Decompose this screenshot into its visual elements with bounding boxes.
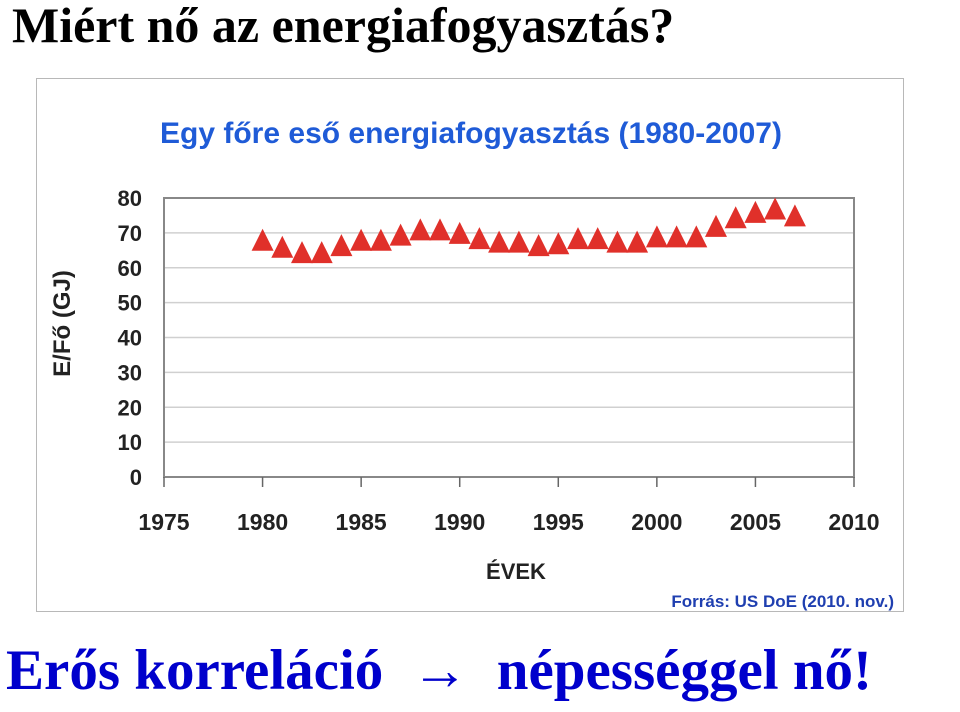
data-point-triangle — [783, 204, 806, 227]
conclusion-left: Erős korreláció — [6, 639, 384, 702]
y-tick-label: 80 — [118, 186, 142, 211]
data-point-triangle — [606, 230, 629, 253]
data-point-triangle — [488, 230, 511, 253]
data-point-triangle — [507, 230, 530, 253]
chart-frame: Egy főre eső energiafogyasztás (1980-200… — [36, 78, 904, 612]
data-point-triangle — [310, 241, 333, 264]
slide-title: Miért nő az energiafogyasztás? — [12, 0, 675, 53]
data-point-triangle — [645, 225, 668, 248]
y-tick-label: 0 — [130, 465, 142, 490]
source-note: Forrás: US DoE (2010. nov.) — [671, 592, 894, 611]
x-tick-label: 2000 — [631, 509, 682, 535]
data-point-triangle — [429, 218, 451, 241]
energy-chart: Egy főre eső energiafogyasztás (1980-200… — [49, 117, 894, 611]
y-tick-label: 50 — [118, 291, 142, 316]
data-point-triangle — [330, 234, 353, 257]
data-point-triangle — [626, 230, 649, 253]
data-point-triangle — [369, 228, 392, 251]
data-point-triangle — [705, 214, 727, 237]
data-point-triangle — [271, 235, 294, 258]
y-tick-label: 40 — [118, 326, 142, 351]
x-axis-label: ÉVEK — [486, 559, 546, 584]
data-point-triangle — [448, 221, 471, 244]
y-tick-label: 10 — [118, 430, 142, 455]
x-tick-label: 1975 — [138, 509, 189, 535]
data-point-triangle — [764, 197, 787, 220]
y-tick-label: 60 — [118, 256, 142, 281]
data-point-triangle — [724, 206, 747, 229]
x-tick-label: 2010 — [828, 509, 879, 535]
data-point-triangle — [527, 234, 550, 257]
x-tick-label: 1985 — [336, 509, 387, 535]
x-tick-label: 1995 — [533, 509, 584, 535]
y-tick-label: 20 — [118, 395, 142, 420]
data-point-triangle — [468, 227, 491, 250]
x-tick-label: 1980 — [237, 509, 288, 535]
data-point-triangle — [567, 227, 589, 250]
data-point-triangle — [389, 223, 412, 246]
plot-border — [163, 197, 855, 478]
data-point-triangle — [685, 225, 708, 248]
x-tick-label: 1990 — [434, 509, 485, 535]
data-point-triangle — [665, 225, 688, 248]
data-point-triangle — [586, 227, 609, 250]
data-point-triangle — [547, 232, 570, 255]
y-tick-label: 30 — [118, 360, 142, 385]
data-point-triangle — [744, 200, 767, 223]
x-tick-label: 2005 — [730, 509, 781, 535]
data-point-triangle — [251, 228, 274, 251]
data-point-triangle — [350, 228, 373, 251]
chart-title: Egy főre eső energiafogyasztás (1980-200… — [160, 117, 782, 150]
conclusion-text: Erős korreláció → népességgel nő! — [6, 639, 873, 703]
conclusion-right: népességgel nő! — [496, 639, 873, 702]
data-point-triangle — [409, 218, 432, 241]
arrow-icon: → — [411, 639, 469, 702]
data-point-triangle — [291, 241, 313, 264]
y-axis-label: E/Fő (GJ) — [49, 270, 76, 377]
y-tick-label: 70 — [118, 221, 142, 246]
